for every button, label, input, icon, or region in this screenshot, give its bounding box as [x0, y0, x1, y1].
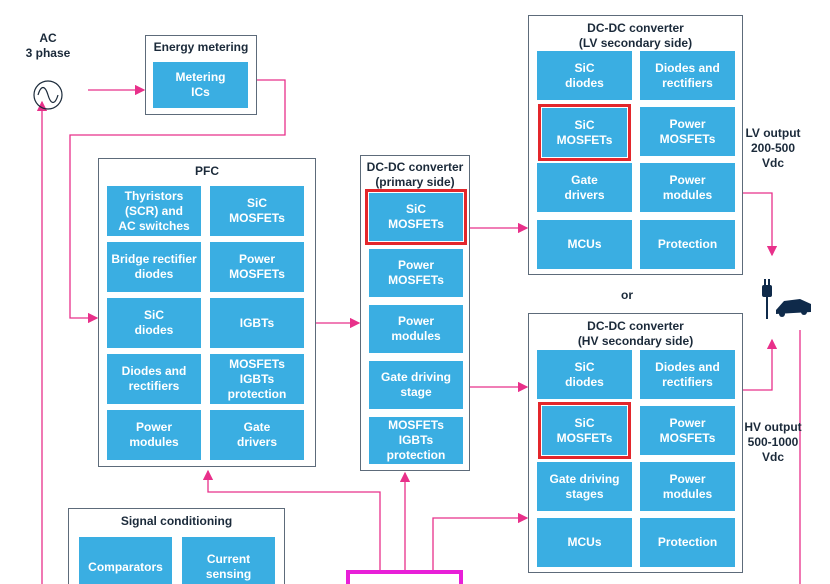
tile-metering-ics: Metering ICs [153, 62, 248, 108]
dcdc-lv-block: DC-DC converter (LV secondary side) SiC … [528, 15, 743, 275]
tile-comparators: Comparators [79, 537, 172, 584]
tile-gate-driving-stage: Gate driving stage [369, 361, 463, 409]
ac-label: AC 3 phase [25, 31, 71, 60]
dcdc-lv-title: DC-DC converter (LV secondary side) [578, 21, 693, 50]
tile-current-sensing: Current sensing [182, 537, 275, 584]
hv-output-arrow [743, 338, 778, 391]
dcdc-primary-title: DC-DC converter (primary side) [366, 160, 464, 189]
energy-metering-block: Energy metering Metering ICs [145, 35, 257, 115]
tile-sic-diodes: SiC diodes [107, 298, 201, 348]
tile-power-mosfets: Power MOSFETs [369, 249, 463, 297]
control-to-hv-arrow [432, 512, 529, 571]
dcdc-primary-block: DC-DC converter (primary side) SiC MOSFE… [360, 155, 470, 471]
lv-output-label: LV output 200-500 Vdc [745, 126, 801, 170]
signal-conditioning-title: Signal conditioning [120, 514, 233, 528]
tile-gate-drivers: Gate drivers [210, 410, 304, 460]
tile-power-mosfets: Power MOSFETs [640, 406, 735, 455]
hv-output-label: HV output 500-1000 Vdc [744, 420, 802, 464]
tile-protection: MOSFETs IGBTs protection [210, 354, 304, 404]
tile-power-modules: Power modules [107, 410, 201, 460]
tile-diodes-rectifiers: Diodes and rectifiers [640, 350, 735, 399]
tile-mcus: MCUs [537, 220, 632, 269]
tile-power-mosfets: Power MOSFETs [640, 107, 735, 156]
pfc-title: PFC [195, 164, 219, 178]
tile-bridge-rectifier: Bridge rectifier diodes [107, 242, 201, 292]
control-box [346, 570, 463, 584]
signal-conditioning-block: Signal conditioning Comparators Current … [68, 508, 285, 584]
tile-sic-mosfets: SiC MOSFETs [210, 186, 304, 236]
tile-power-modules: Power modules [640, 462, 735, 511]
tile-power-modules: Power modules [369, 305, 463, 353]
tile-thyristors: Thyristors (SCR) and AC switches [107, 186, 201, 236]
metering-to-pfc-arrow [69, 79, 286, 324]
sine-wave-source-icon [33, 80, 63, 110]
tile-gate-drivers: Gate drivers [537, 163, 632, 212]
tile-protection: Protection [640, 220, 735, 269]
tile-sic-mosfets-highlighted: SiC MOSFETs [538, 402, 631, 459]
plug-and-car-icon [762, 279, 811, 319]
energy-metering-title: Energy metering [153, 40, 249, 54]
tile-igbts: IGBTs [210, 298, 304, 348]
tile-gate-driving-stages: Gate driving stages [537, 462, 632, 511]
dcdc-hv-title: DC-DC converter (HV secondary side) [577, 319, 694, 348]
pfc-block: PFC Thyristors (SCR) and AC switches SiC… [98, 158, 316, 467]
control-to-pfc-arrow [202, 469, 381, 571]
or-label: or [621, 288, 633, 302]
dcdc-hv-block: DC-DC converter (HV secondary side) SiC … [528, 313, 743, 573]
tile-mcus: MCUs [537, 518, 632, 567]
tile-power-mosfets: Power MOSFETs [210, 242, 304, 292]
tile-diodes-rectifiers: Diodes and rectifiers [107, 354, 201, 404]
tile-sic-diodes: SiC diodes [537, 350, 632, 399]
tile-protection: Protection [640, 518, 735, 567]
tile-sic-mosfets-highlighted: SiC MOSFETs [365, 189, 467, 245]
tile-sic-mosfets-highlighted: SiC MOSFETs [538, 104, 631, 161]
lv-output-arrow [743, 192, 778, 257]
tile-protection: MOSFETs IGBTs protection [369, 417, 463, 464]
tile-power-modules: Power modules [640, 163, 735, 212]
tile-sic-diodes: SiC diodes [537, 51, 632, 100]
tile-diodes-rectifiers: Diodes and rectifiers [640, 51, 735, 100]
